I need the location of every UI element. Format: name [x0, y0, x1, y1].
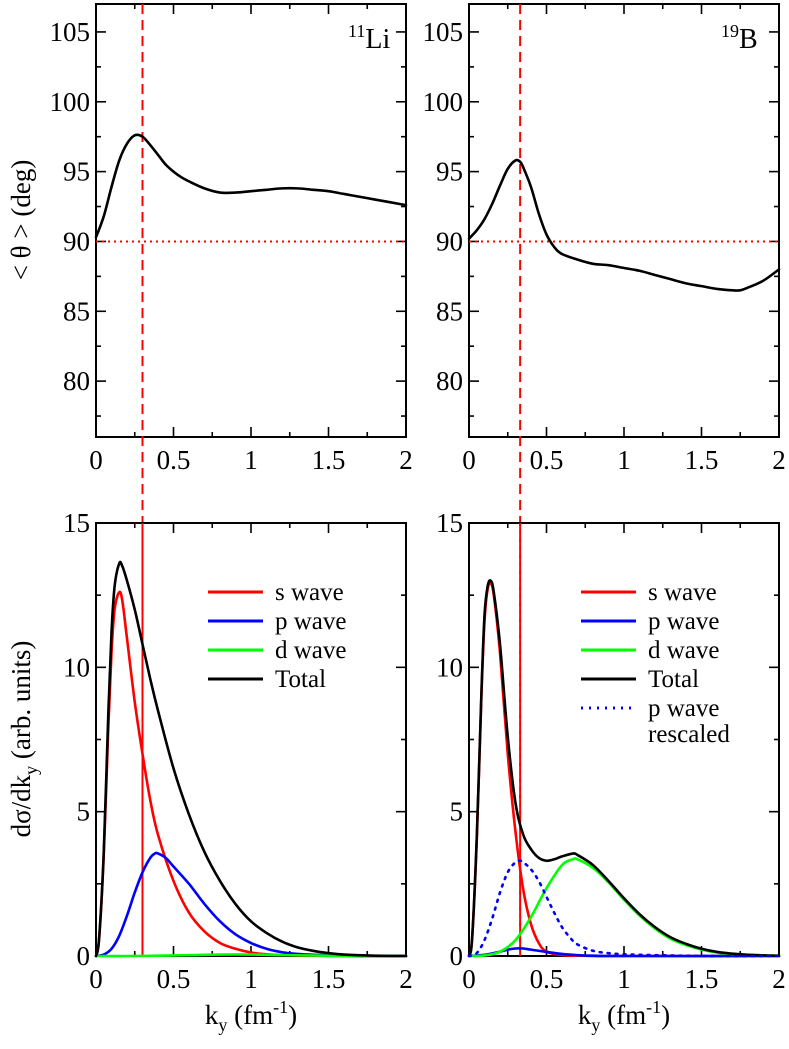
nucleus-label-b19: 19B: [721, 21, 758, 55]
legend-label-total: Total: [648, 666, 699, 693]
x-tick-label: 2: [772, 445, 786, 475]
y-tick-label: 80: [63, 366, 90, 396]
y-tick-label: 90: [436, 226, 463, 256]
y-tick-label: 85: [436, 296, 463, 326]
x-tick-label: 2: [399, 445, 413, 475]
y-tick-label: 10: [436, 652, 463, 682]
x-tick-label: 2: [399, 964, 413, 994]
series-line-p-wave-rescaled: [467, 859, 781, 958]
legend-label-rescaled: rescaled: [648, 721, 730, 748]
x-tick-label: 2: [772, 964, 786, 994]
legend-label-s-wave: s wave: [275, 579, 344, 606]
nucleus-label-li11: 11Li: [348, 21, 390, 55]
x-tick-label: 0.5: [530, 964, 564, 994]
y-tick-label: 0: [450, 941, 464, 971]
legend-label-p-wave: p wave: [648, 695, 720, 722]
legend-label-p-wave: p wave: [648, 608, 720, 635]
series-line-d-wave: [467, 857, 781, 958]
x-axis-title-right: ky (fm-1): [578, 997, 670, 1035]
y-tick-label: 15: [436, 508, 463, 538]
x-tick-label: 1.5: [685, 964, 719, 994]
x-tick-label: 0.5: [157, 445, 191, 475]
legend-label-total: Total: [275, 666, 326, 693]
y-tick-label: 100: [50, 87, 91, 117]
x-tick-label: 1: [617, 445, 631, 475]
x-tick-label: 1: [617, 964, 631, 994]
x-tick-label: 1.5: [312, 445, 346, 475]
series-group: [94, 133, 408, 239]
series-group: [94, 560, 408, 958]
x-tick-label: 1: [244, 964, 258, 994]
reference-lines: [469, 4, 779, 956]
y-tick-label: 105: [50, 17, 91, 47]
plot-frame: [468, 522, 780, 957]
y-tick-label: 5: [77, 797, 91, 827]
x-tick-label: 1: [244, 445, 258, 475]
legend-label-p-wave: p wave: [275, 608, 347, 635]
y-tick-label: 5: [450, 797, 464, 827]
series-line-d-wave: [94, 953, 408, 958]
y-tick-label: 100: [423, 87, 464, 117]
plot-frame: [468, 3, 780, 438]
series-group: [467, 158, 781, 292]
legend-label-d-wave: d wave: [648, 637, 720, 664]
tick-group: 0 0.5 1 1.5 2 80 85 90 95 100 105: [423, 4, 786, 475]
x-axis-title-left: ky (fm-1): [205, 997, 297, 1035]
y-tick-label: 105: [423, 17, 464, 47]
y-tick-label: 0: [77, 941, 91, 971]
y-tick-label: 95: [436, 157, 463, 187]
x-tick-label: 0: [89, 445, 103, 475]
y-tick-label: 10: [63, 652, 90, 682]
y-tick-label: 95: [63, 157, 90, 187]
y-axis-title-cross-section: dσ/dky (arb. units): [6, 641, 41, 838]
x-tick-label: 0: [462, 445, 476, 475]
series-line-total: [94, 133, 408, 239]
series-group: [467, 579, 781, 958]
x-tick-label: 0: [89, 964, 103, 994]
legend-label-d-wave: d wave: [275, 637, 347, 664]
series-line-total: [94, 560, 408, 958]
y-axis-title-angle: < θ > (deg): [6, 160, 36, 281]
y-tick-label: 15: [63, 508, 90, 538]
x-tick-label: 1.5: [312, 964, 346, 994]
legend-label-s-wave: s wave: [648, 579, 717, 606]
y-tick-label: 90: [63, 226, 90, 256]
series-line-total: [467, 579, 781, 958]
x-tick-label: 0.5: [530, 445, 564, 475]
y-tick-label: 85: [63, 296, 90, 326]
x-tick-label: 0: [462, 964, 476, 994]
series-line-total: [467, 158, 781, 292]
tick-group: 0 0.5 1 1.5 2 80 85 90 95 100 105: [50, 4, 413, 475]
y-tick-label: 80: [436, 366, 463, 396]
x-tick-label: 0.5: [157, 964, 191, 994]
x-tick-label: 1.5: [685, 445, 719, 475]
